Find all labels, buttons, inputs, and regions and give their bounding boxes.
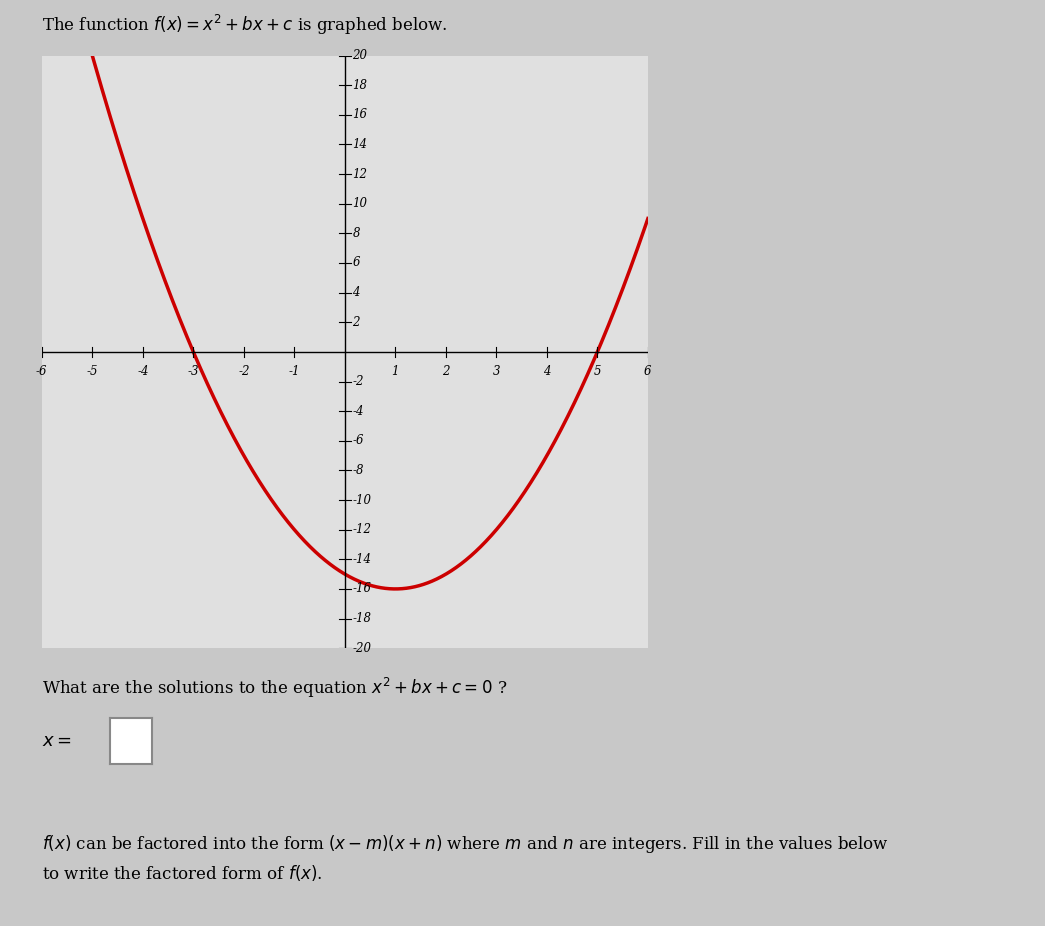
Text: 4: 4 [352,286,359,299]
Text: 12: 12 [352,168,368,181]
Text: 2: 2 [352,316,359,329]
Text: -18: -18 [352,612,371,625]
Text: 1: 1 [392,365,399,378]
Text: The function $f(x) = x^2 + bx + c$ is graphed below.: The function $f(x) = x^2 + bx + c$ is gr… [42,13,447,37]
Text: 8: 8 [352,227,359,240]
Text: -14: -14 [352,553,371,566]
Text: 2: 2 [442,365,449,378]
Text: -20: -20 [352,642,371,655]
Text: $x =$: $x =$ [42,732,71,750]
Text: What are the solutions to the equation $x^2 + bx + c = 0$ ?: What are the solutions to the equation $… [42,676,507,700]
Text: -10: -10 [352,494,371,507]
Text: -16: -16 [352,582,371,595]
Text: -4: -4 [352,405,364,418]
Text: 6: 6 [644,365,652,378]
Text: 20: 20 [352,49,368,62]
Text: -5: -5 [87,365,98,378]
Text: 16: 16 [352,108,368,121]
Text: 14: 14 [352,138,368,151]
Text: -2: -2 [352,375,364,388]
Text: 6: 6 [352,257,359,269]
Text: -12: -12 [352,523,371,536]
Text: 18: 18 [352,79,368,92]
Text: 5: 5 [594,365,601,378]
Text: -3: -3 [187,365,200,378]
Text: -8: -8 [352,464,364,477]
Text: -4: -4 [137,365,148,378]
Text: 3: 3 [492,365,501,378]
Text: -6: -6 [36,365,48,378]
Text: -1: -1 [288,365,300,378]
Text: 10: 10 [352,197,368,210]
Text: 4: 4 [543,365,551,378]
Text: -2: -2 [238,365,250,378]
Text: -6: -6 [352,434,364,447]
Text: $f(x)$ can be factored into the form $(x - m)(x + n)$ where $m$ and $n$ are inte: $f(x)$ can be factored into the form $(x… [42,833,889,883]
